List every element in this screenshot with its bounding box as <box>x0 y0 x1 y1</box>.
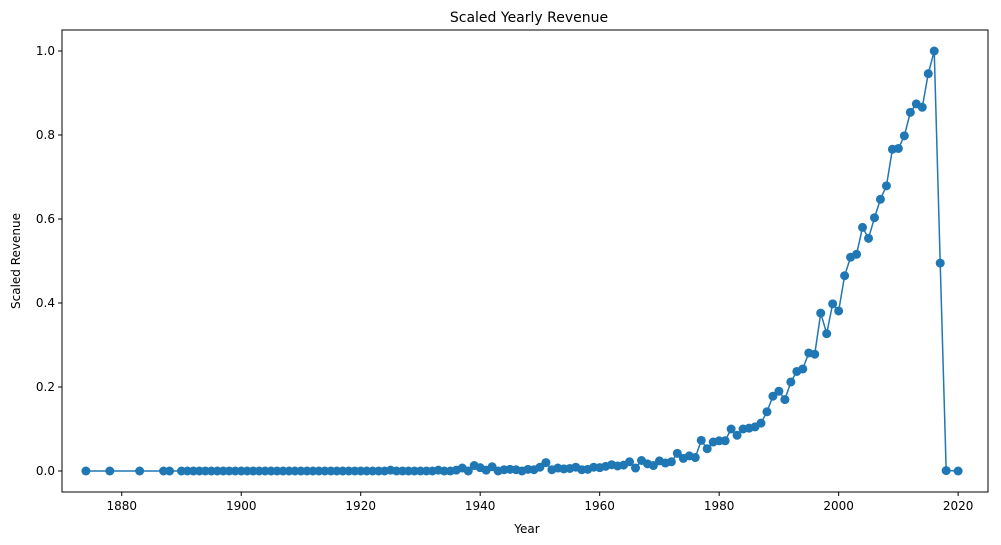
data-point <box>165 466 175 476</box>
y-tick-label: 0.8 <box>36 128 55 142</box>
data-point <box>780 395 790 405</box>
data-point <box>631 463 641 473</box>
x-tick-label: 1960 <box>584 499 615 513</box>
data-point <box>941 466 951 476</box>
y-tick-label: 0.0 <box>36 464 55 478</box>
data-point <box>672 448 682 458</box>
data-point <box>929 46 939 56</box>
data-point <box>869 213 879 223</box>
data-point <box>786 377 796 387</box>
data-point <box>816 308 826 318</box>
plot-area <box>81 46 963 476</box>
x-tick-label: 1940 <box>465 499 496 513</box>
data-point <box>858 222 868 232</box>
x-axis-label: Year <box>513 522 539 536</box>
data-point <box>798 364 808 374</box>
data-point <box>702 444 712 454</box>
data-point <box>135 466 145 476</box>
x-tick-label: 1880 <box>106 499 137 513</box>
plot-frame <box>61 29 989 493</box>
x-tick-label: 1900 <box>226 499 257 513</box>
data-point <box>875 194 885 204</box>
y-tick-label: 0.2 <box>36 380 55 394</box>
x-tick-label: 2020 <box>943 499 974 513</box>
x-tick-label: 1980 <box>704 499 735 513</box>
data-point <box>953 466 963 476</box>
data-point <box>463 466 473 476</box>
data-point <box>774 386 784 396</box>
y-tick-label: 1.0 <box>36 44 55 58</box>
data-point <box>810 349 820 359</box>
data-point <box>768 391 778 401</box>
axes: 1880 1900 1920 1940 1960 1980 2000 2020 0.0 0.2 0.… <box>36 44 973 513</box>
data-point <box>726 424 736 434</box>
data-point <box>666 457 676 467</box>
data-point <box>822 329 832 339</box>
y-tick-label: 0.6 <box>36 212 55 226</box>
data-point <box>917 102 927 112</box>
x-tick-label: 2000 <box>823 499 854 513</box>
data-point <box>935 258 945 268</box>
data-point <box>905 107 915 117</box>
data-point <box>881 181 891 191</box>
data-point <box>840 271 850 281</box>
data-point <box>105 466 115 476</box>
data-point <box>834 306 844 316</box>
y-axis-label: Scaled Revenue <box>9 213 23 309</box>
data-point <box>81 466 91 476</box>
data-point <box>732 430 742 440</box>
data-point <box>756 418 766 428</box>
data-point <box>762 407 772 417</box>
data-point <box>852 249 862 259</box>
data-point <box>893 143 903 153</box>
data-point <box>828 299 838 309</box>
x-tick-label: 1920 <box>345 499 376 513</box>
data-point <box>696 435 706 445</box>
data-point <box>864 233 874 243</box>
chart-title: Scaled Yearly Revenue <box>450 10 608 26</box>
data-point <box>625 457 635 467</box>
data-point <box>690 453 700 463</box>
data-point <box>923 69 933 79</box>
data-point <box>899 131 909 141</box>
data-point <box>541 458 551 468</box>
data-point <box>720 436 730 446</box>
y-tick-label: 0.4 <box>36 296 55 310</box>
